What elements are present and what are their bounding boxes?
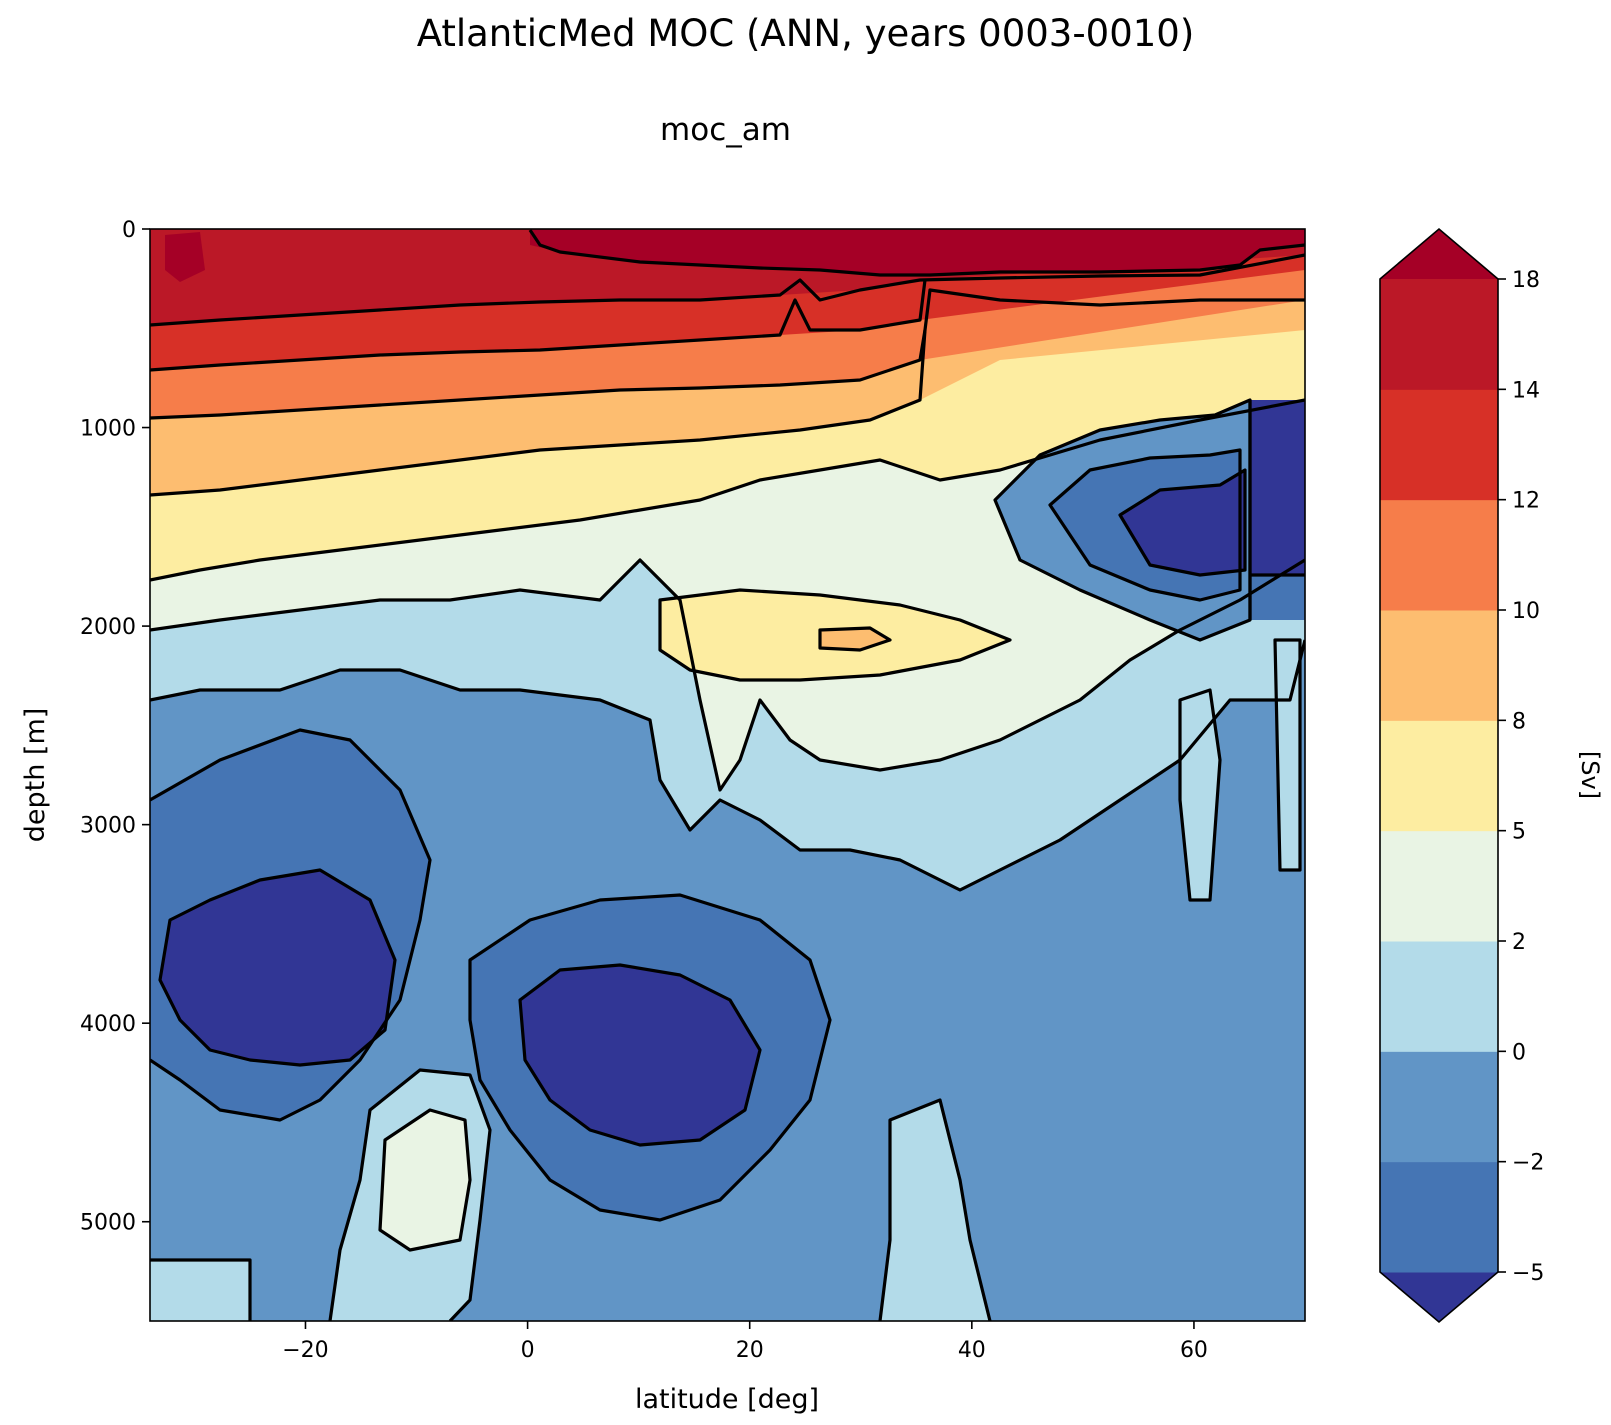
fill-northern-boundary-mid (1250, 575, 1305, 620)
colorbar-extend-over (1380, 229, 1498, 279)
y-axis: 0 1000 2000 3000 4000 5000 (80, 218, 150, 1236)
contour-line-14 (150, 253, 1305, 327)
colorbar-segment (1380, 1051, 1498, 1163)
fill-equatorial-core (520, 965, 760, 1145)
fill-over-18 (530, 229, 1305, 275)
contour-line-aabw-outer (150, 728, 432, 1122)
colorbar: −5 −2 0 2 5 8 10 12 14 18 (1379, 227, 1544, 1324)
contour-line-10 (150, 329, 927, 420)
colorbar-segment (1380, 499, 1498, 611)
colorbar-segment (1380, 830, 1498, 942)
y-tick-label: 5000 (80, 1211, 136, 1236)
contour-line-18 (528, 229, 1305, 277)
contour-field (150, 229, 1305, 1321)
fill-bottom-patch-east (880, 1100, 990, 1321)
contour-line-far-east (1178, 688, 1222, 902)
colorbar-segment (1380, 1161, 1498, 1273)
fill-bottom-patch-far-east (1180, 690, 1220, 900)
contour-line-equatorial-core (518, 963, 762, 1147)
colorbar-tick-label: 12 (1512, 489, 1540, 514)
contour-line-mid-positive (658, 588, 1012, 682)
colorbar-tick-label: 0 (1512, 1040, 1526, 1065)
y-tick-label: 3000 (80, 814, 136, 839)
colorbar-segment (1380, 941, 1498, 1052)
x-tick-label: −20 (282, 1338, 328, 1363)
contour-line-northern-boundary (1248, 400, 1305, 620)
y-tick-label: 0 (122, 218, 136, 243)
axes-frame (149, 228, 1306, 1322)
x-tick-label: 20 (736, 1338, 764, 1363)
figure-suptitle: AtlanticMed MOC (ANN, years 0003-0010) (416, 12, 1195, 55)
fill-over-18-southwest (165, 232, 205, 282)
colorbar-segment (1380, 389, 1498, 501)
contour-line-2 (150, 558, 1305, 792)
colorbar-tick-label: 5 (1512, 820, 1526, 845)
fill-bottom-patch-southwest (150, 1260, 250, 1321)
contour-line-bottom-east (878, 1098, 992, 1321)
contour-line-nadw-mid (1048, 448, 1242, 602)
fill-northern-boundary-core (1250, 400, 1305, 575)
colorbar-tick-label: 14 (1512, 378, 1540, 403)
colorbar-tick-label: 8 (1512, 709, 1526, 734)
contour-line-equatorial-outer (468, 893, 832, 1222)
contour-line-0 (150, 639, 1305, 892)
fill-aabw-core (160, 870, 395, 1065)
fill-bottom-patch-boundary (1275, 640, 1300, 870)
y-tick-label: 4000 (80, 1012, 136, 1037)
x-tick-label: 60 (1180, 1338, 1208, 1363)
contour-line-boundary-patch (1273, 638, 1302, 872)
colorbar-segment (1380, 279, 1498, 390)
contour-line-bottom-southwest (150, 1258, 252, 1321)
contour-line-nadw-core (1118, 468, 1247, 577)
contour-line-aabw-core (158, 868, 397, 1067)
y-tick-label: 2000 (80, 615, 136, 640)
y-tick-label: 1000 (80, 417, 136, 442)
colorbar-tick-label: 18 (1512, 268, 1540, 293)
contour-line-12 (150, 279, 927, 372)
x-tick-label: 0 (521, 1338, 535, 1363)
contour-line-mid-positive-inner (818, 626, 892, 652)
x-axis-label: latitude [deg] (635, 1384, 819, 1415)
colorbar-label: [Sv] (1576, 751, 1604, 799)
y-axis-label: depth [m] (20, 708, 51, 843)
colorbar-tick-label: 10 (1512, 599, 1540, 624)
fill-bottom-patch-center-inner (380, 1110, 470, 1250)
colorbar-tick-label: 2 (1512, 930, 1526, 955)
colorbar-segment (1380, 720, 1498, 832)
colorbar-segment (1380, 610, 1498, 721)
colorbar-tick-label: −2 (1512, 1151, 1544, 1176)
axes-title: moc_am (660, 112, 791, 148)
x-tick-label: 40 (958, 1338, 986, 1363)
contour-line-8 (150, 288, 1305, 497)
colorbar-extend-under (1380, 1272, 1498, 1322)
contour-lines (150, 229, 1305, 1321)
x-axis: −20 0 20 40 60 (282, 1321, 1208, 1363)
contour-line-bottom-center (328, 1068, 492, 1321)
colorbar-tick-label: −5 (1512, 1261, 1544, 1286)
contour-line-bottom-center-inner (378, 1108, 472, 1252)
